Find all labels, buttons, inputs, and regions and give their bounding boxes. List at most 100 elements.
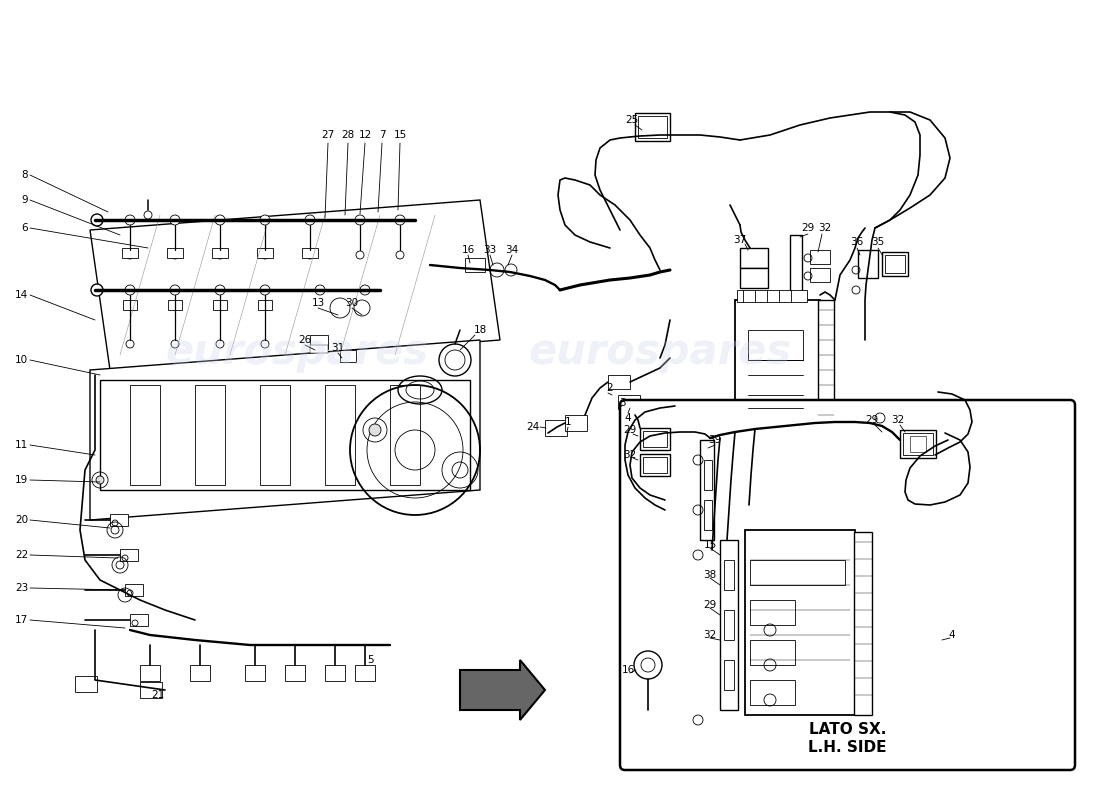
Text: 29: 29 <box>866 415 879 425</box>
Bar <box>122 248 138 258</box>
Bar <box>750 600 795 625</box>
Text: 38: 38 <box>703 570 716 580</box>
Bar <box>123 300 138 310</box>
Bar <box>724 660 734 690</box>
Bar <box>75 676 97 692</box>
Bar <box>704 460 712 490</box>
Bar <box>125 584 143 596</box>
Circle shape <box>170 215 180 225</box>
Bar <box>810 268 830 282</box>
Bar <box>618 395 640 409</box>
Text: 16: 16 <box>461 245 474 255</box>
Bar <box>355 665 375 681</box>
Circle shape <box>125 215 135 225</box>
Text: 32: 32 <box>703 630 716 640</box>
Circle shape <box>305 215 315 225</box>
Circle shape <box>144 211 152 219</box>
Text: eurospares: eurospares <box>165 331 429 373</box>
Circle shape <box>126 590 133 596</box>
Text: 31: 31 <box>331 343 344 353</box>
Bar <box>302 248 318 258</box>
Bar <box>818 300 834 440</box>
Text: 36: 36 <box>850 237 864 247</box>
Bar <box>212 248 228 258</box>
Bar <box>630 400 660 422</box>
Bar <box>640 454 670 476</box>
Text: 21: 21 <box>152 690 165 700</box>
Circle shape <box>112 520 118 526</box>
Text: 37: 37 <box>734 235 747 245</box>
Circle shape <box>91 214 103 226</box>
Text: 33: 33 <box>483 245 496 255</box>
Bar <box>737 290 807 302</box>
Text: 26: 26 <box>298 335 311 345</box>
Bar <box>900 430 936 458</box>
Text: 4: 4 <box>948 630 955 640</box>
Circle shape <box>368 424 381 436</box>
Polygon shape <box>460 660 544 720</box>
Text: 6: 6 <box>21 223 28 233</box>
Text: 19: 19 <box>14 475 28 485</box>
Circle shape <box>260 285 270 295</box>
Bar <box>245 665 265 681</box>
Circle shape <box>91 284 103 296</box>
Polygon shape <box>90 200 500 370</box>
Bar <box>720 540 738 710</box>
Text: 9: 9 <box>21 195 28 205</box>
Bar <box>644 431 667 447</box>
Bar <box>640 428 670 450</box>
Bar <box>745 530 855 715</box>
Text: 24: 24 <box>527 422 540 432</box>
Text: 20: 20 <box>15 515 28 525</box>
Text: 15: 15 <box>394 130 407 140</box>
Bar <box>130 614 148 626</box>
FancyBboxPatch shape <box>620 400 1075 770</box>
Bar <box>735 300 820 440</box>
Text: 23: 23 <box>14 583 28 593</box>
Bar <box>810 250 830 264</box>
Text: 30: 30 <box>345 298 359 308</box>
Text: 13: 13 <box>311 298 324 308</box>
Text: 27: 27 <box>321 130 334 140</box>
Circle shape <box>132 620 138 626</box>
Text: 16: 16 <box>621 665 635 675</box>
Bar <box>565 415 587 431</box>
Bar <box>740 248 768 268</box>
Bar <box>910 436 926 452</box>
Text: 11: 11 <box>14 440 28 450</box>
Bar <box>257 248 273 258</box>
Bar <box>213 300 227 310</box>
Bar <box>544 420 566 436</box>
Bar <box>140 665 159 681</box>
Text: 32: 32 <box>624 450 637 460</box>
Bar <box>340 350 356 362</box>
Text: 1: 1 <box>564 417 571 427</box>
Text: 7: 7 <box>378 130 385 140</box>
Bar <box>608 375 630 389</box>
Text: 8: 8 <box>21 170 28 180</box>
Bar <box>858 250 878 278</box>
Text: 28: 28 <box>341 130 354 140</box>
Bar <box>465 258 485 272</box>
Bar <box>195 385 226 485</box>
Text: 25: 25 <box>626 115 639 125</box>
Bar <box>724 610 734 640</box>
Bar <box>390 385 420 485</box>
Text: 12: 12 <box>359 130 372 140</box>
Bar <box>750 560 845 585</box>
Circle shape <box>122 555 128 561</box>
Bar <box>635 113 670 141</box>
Text: LATO SX.: LATO SX. <box>808 722 887 738</box>
Text: 15: 15 <box>703 540 716 550</box>
Text: 32: 32 <box>891 415 904 425</box>
Text: L.H. SIDE: L.H. SIDE <box>808 739 887 754</box>
Text: 32: 32 <box>818 223 832 233</box>
Bar <box>168 300 182 310</box>
Bar <box>903 433 933 455</box>
Bar <box>724 560 734 590</box>
Bar <box>260 385 290 485</box>
Bar <box>638 116 667 138</box>
Bar <box>130 385 159 485</box>
Bar <box>644 457 667 473</box>
Text: 29: 29 <box>703 600 716 610</box>
